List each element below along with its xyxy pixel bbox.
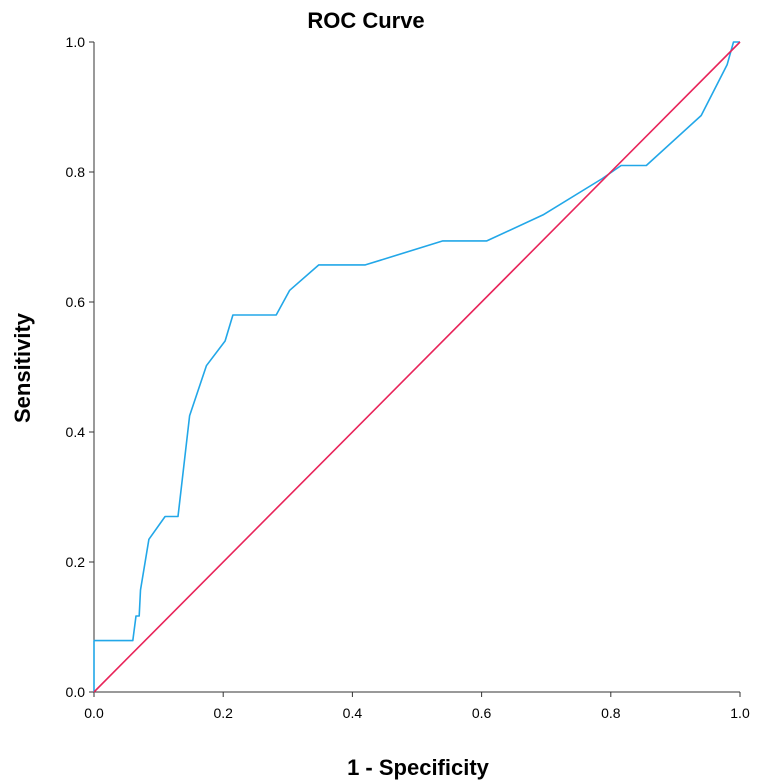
chart-title: ROC Curve — [307, 8, 424, 33]
roc-curve-line — [93, 41, 740, 692]
axes — [93, 42, 740, 693]
x-tick-label: 1.0 — [730, 705, 750, 721]
y-tick-label: 0.8 — [66, 164, 86, 180]
x-tick-label: 0.0 — [84, 705, 104, 721]
reference-line — [93, 41, 741, 693]
y-tick-label: 0.0 — [66, 684, 86, 700]
x-tick-label: 0.6 — [472, 705, 492, 721]
x-tick-label: 0.2 — [213, 705, 233, 721]
x-axis-label: 1 - Specificity — [347, 755, 490, 780]
y-tick-label: 0.6 — [66, 294, 86, 310]
ticks: 0.0 0.2 0.4 0.6 0.8 1.0 0.0 0.2 0.4 0.6 0.8 1.0 — [66, 34, 750, 721]
x-tick-label: 0.8 — [601, 705, 621, 721]
y-tick-label: 0.4 — [66, 424, 86, 440]
y-axis-label: Sensitivity — [10, 312, 35, 423]
y-tick-label: 1.0 — [66, 34, 86, 50]
x-tick-label: 0.4 — [343, 705, 363, 721]
series-group — [93, 41, 741, 693]
y-tick-label: 0.2 — [66, 554, 86, 570]
